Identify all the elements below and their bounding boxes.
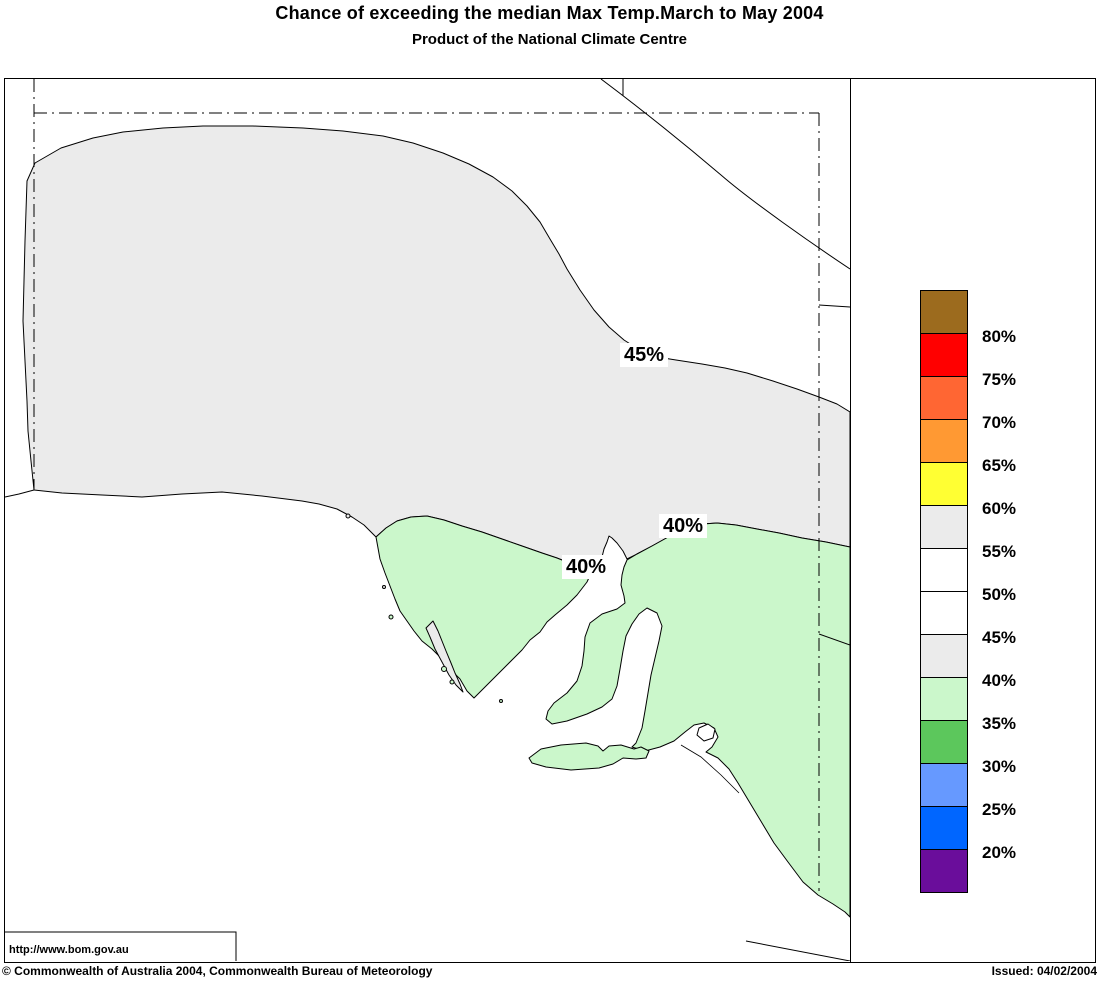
kangaroo-island bbox=[528, 742, 650, 771]
region-40-45-inland bbox=[22, 125, 850, 572]
legend-swatch bbox=[920, 376, 968, 420]
url-box-rule bbox=[5, 931, 237, 961]
offshore-islets bbox=[345, 513, 503, 703]
legend-swatch bbox=[920, 419, 968, 463]
legend-swatch bbox=[920, 505, 968, 549]
legend-swatch bbox=[920, 591, 968, 635]
contour-segment-east-upper bbox=[818, 304, 850, 308]
legend-label: 65% bbox=[982, 456, 1017, 475]
legend-label: 40% bbox=[982, 671, 1017, 690]
bom-url: http://www.bom.gov.au bbox=[9, 944, 129, 956]
legend-swatch bbox=[920, 720, 968, 764]
legend-swatch bbox=[920, 548, 968, 592]
issued-date: Issued: 04/02/2004 bbox=[991, 964, 1097, 978]
legend-label: 60% bbox=[982, 499, 1017, 518]
legend-swatch bbox=[920, 634, 968, 678]
legend-swatch bbox=[920, 462, 968, 506]
region-35-40-eyre-peninsula bbox=[375, 515, 593, 699]
coorong-spit-coastline bbox=[680, 744, 740, 794]
region-40-45-lower-eyre-pocket bbox=[425, 620, 464, 693]
legend-label: 80% bbox=[982, 327, 1017, 346]
legend-swatch bbox=[920, 849, 968, 893]
contour-label-40-west: 40% bbox=[562, 555, 611, 579]
legend-label: 50% bbox=[982, 585, 1017, 604]
contour-label-45: 45% bbox=[620, 343, 669, 367]
legend-label: 20% bbox=[982, 843, 1017, 862]
contour-label-40-east: 40% bbox=[659, 514, 708, 538]
page-title: Chance of exceeding the median Max Temp.… bbox=[275, 3, 824, 23]
copyright-text: © Commonwealth of Australia 2004, Common… bbox=[2, 964, 433, 978]
legend-swatch bbox=[920, 806, 968, 850]
state-borders bbox=[33, 79, 820, 891]
legend-label: 25% bbox=[982, 800, 1017, 819]
legend-label: 45% bbox=[982, 628, 1017, 647]
contour-segment-east-lower bbox=[818, 633, 850, 646]
legend-swatch bbox=[920, 290, 968, 334]
region-35-40-southeast bbox=[545, 522, 850, 918]
legend-label: 30% bbox=[982, 757, 1017, 776]
legend-label: 35% bbox=[982, 714, 1017, 733]
legend-swatch bbox=[920, 333, 968, 377]
legend-swatch bbox=[920, 677, 968, 721]
legend-label: 75% bbox=[982, 370, 1017, 389]
probability-map bbox=[5, 79, 850, 961]
legend-swatch bbox=[920, 763, 968, 807]
coastline-bottom-right bbox=[745, 940, 850, 961]
contour-50-line bbox=[600, 79, 850, 270]
legend-label: 70% bbox=[982, 413, 1017, 432]
panel-divider bbox=[850, 78, 851, 962]
murray-mouth-lagoon bbox=[696, 723, 716, 742]
page-subtitle: Product of the National Climate Centre bbox=[411, 31, 688, 48]
bight-coastline-west bbox=[5, 489, 35, 498]
legend-label: 55% bbox=[982, 542, 1017, 561]
